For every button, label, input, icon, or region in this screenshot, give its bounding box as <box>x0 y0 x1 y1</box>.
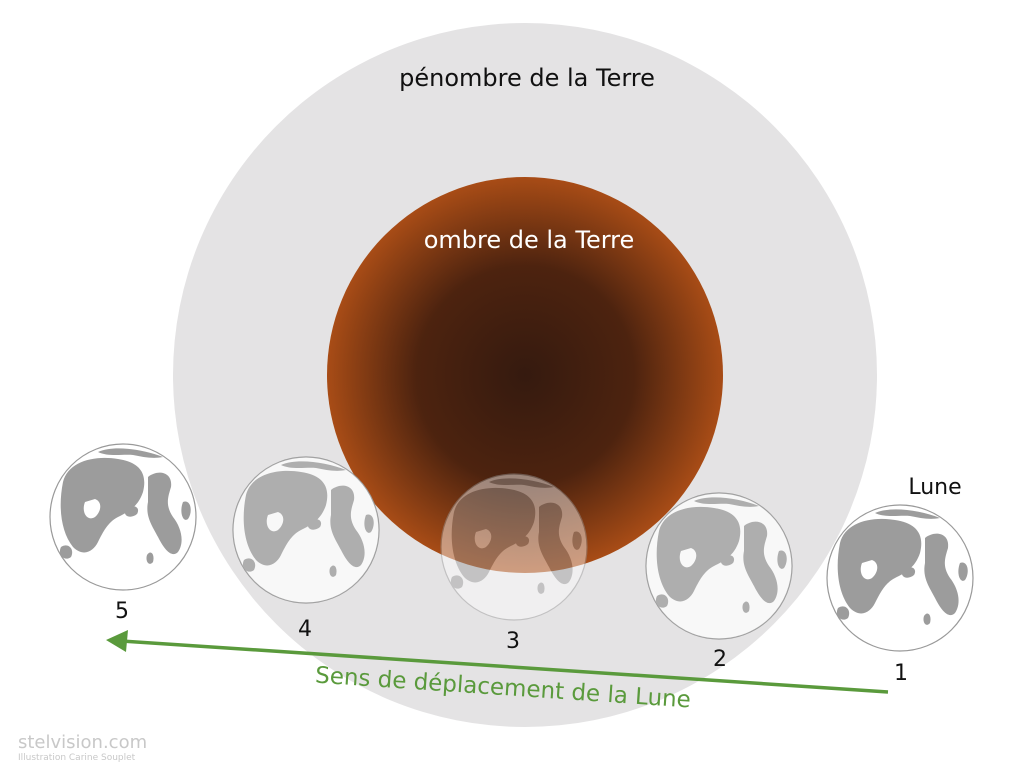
moon-position-1 <box>826 504 974 652</box>
position-label-3: 3 <box>506 629 520 654</box>
umbra-label: ombre de la Terre <box>424 226 635 254</box>
moon-position-2 <box>645 492 793 640</box>
moon-position-5 <box>49 443 197 591</box>
position-label-4: 4 <box>298 617 312 642</box>
moon-label: Lune <box>908 475 961 500</box>
arrowhead-icon <box>106 630 128 652</box>
position-label-5: 5 <box>115 599 129 624</box>
position-label-1: 1 <box>894 661 908 686</box>
umbra-disc <box>327 177 723 573</box>
moon-position-3 <box>440 473 588 621</box>
penumbra-label: pénombre de la Terre <box>399 64 655 92</box>
moon-position-4 <box>232 456 380 604</box>
watermark-credit: Illustration Carine Souplet <box>18 753 136 763</box>
watermark-site: stelvision.com <box>18 732 147 753</box>
direction-arrow <box>106 630 889 694</box>
position-label-2: 2 <box>713 647 727 672</box>
